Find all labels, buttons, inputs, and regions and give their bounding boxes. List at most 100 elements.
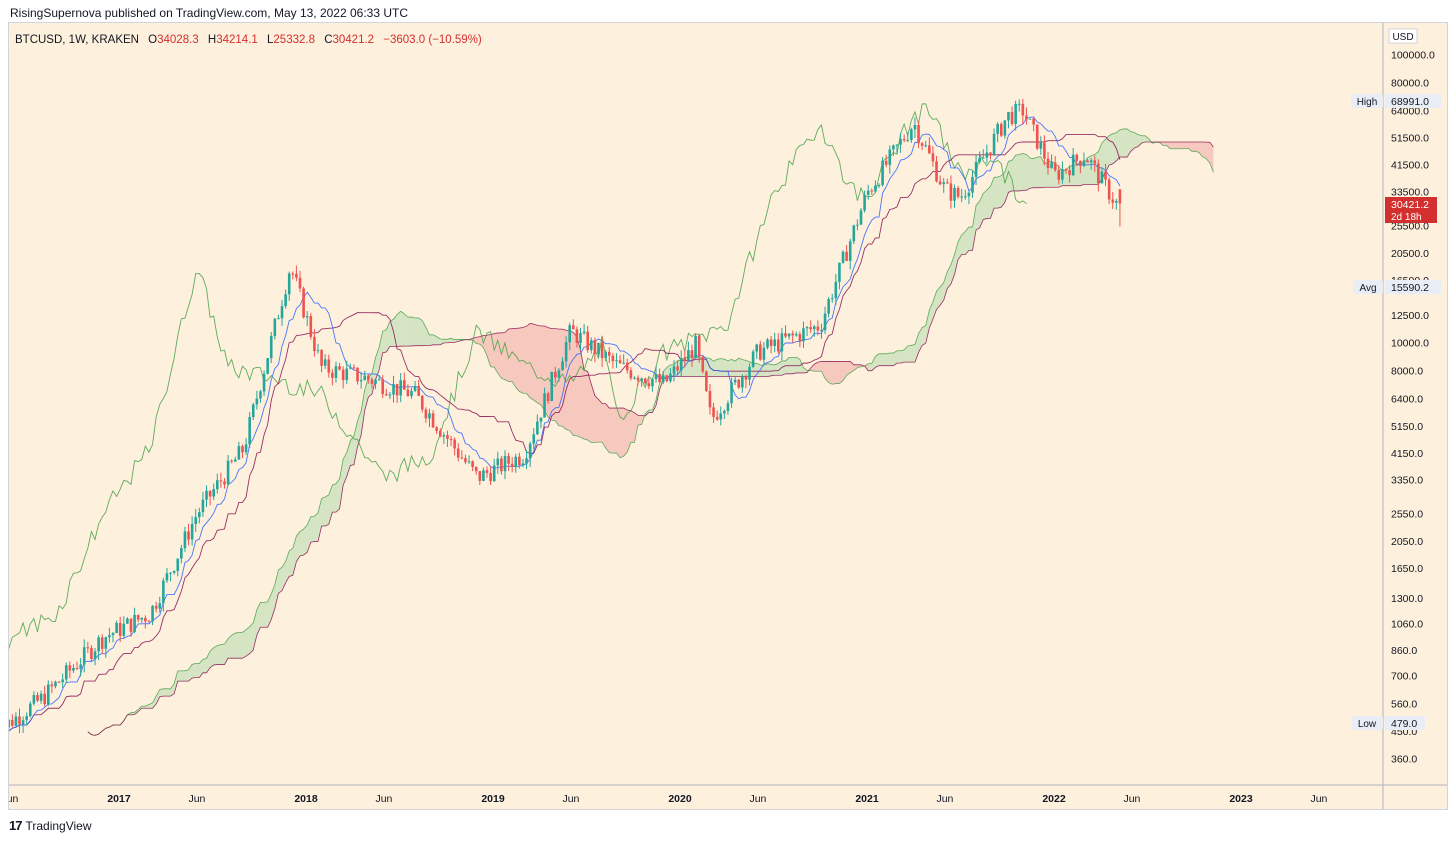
cloud-segment	[954, 241, 959, 275]
cloud-segment	[961, 231, 966, 255]
candle-body	[327, 359, 331, 373]
cloud-segment	[817, 361, 822, 372]
candle-body	[521, 463, 525, 466]
candle-body	[902, 139, 906, 141]
price-axis[interactable]: 100000.0 80000.0 64000.0 51500.0 41500.0 3350…	[1391, 50, 1435, 766]
cloud-segment	[645, 410, 649, 416]
cloud-segment	[893, 350, 897, 366]
cloud-segment	[303, 525, 308, 555]
price-tick-label: 860.0	[1391, 645, 1417, 657]
cloud-segment	[1202, 142, 1207, 159]
cloud-segment	[199, 659, 203, 678]
candle-body	[255, 398, 259, 405]
candle-body	[356, 367, 359, 382]
cloud-segment	[896, 350, 901, 364]
candle-body	[741, 376, 744, 388]
cloud-segment	[238, 632, 243, 659]
price-tick-label: 10000.0	[1391, 338, 1429, 350]
candle-body	[917, 125, 920, 144]
price-tick-label: 8000.0	[1391, 366, 1423, 378]
cloud-segment	[918, 327, 923, 353]
candle-body	[769, 339, 773, 346]
candle-body	[856, 224, 859, 226]
candle-body	[665, 375, 669, 382]
cloud-segment	[774, 363, 779, 376]
price-tick-label: 80000.0	[1391, 77, 1429, 89]
cloud-segment	[213, 645, 218, 665]
cloud-segment	[152, 696, 157, 709]
cloud-segment	[264, 601, 268, 628]
candle-body	[863, 194, 866, 211]
cloud-segment	[166, 688, 171, 697]
cloud-segment	[878, 353, 883, 366]
cloud-segment	[875, 353, 879, 368]
candle-body	[1028, 118, 1032, 120]
cloud-segment	[242, 629, 247, 659]
candle-body	[866, 190, 870, 195]
avg-marker: Avg 15590.2	[1353, 280, 1441, 294]
cloud-segment	[846, 361, 851, 376]
cloud-segment	[602, 403, 606, 449]
cloud-segment	[235, 632, 239, 659]
candle-body	[809, 327, 812, 330]
candle-body	[190, 523, 194, 540]
cloud-segment	[767, 363, 772, 377]
candle-body	[845, 251, 848, 261]
candle-body	[953, 187, 956, 201]
candle-body	[111, 633, 115, 636]
candle-body	[241, 446, 244, 453]
candle-body	[377, 379, 381, 381]
candle-body	[187, 531, 190, 540]
cloud-segment	[386, 321, 390, 352]
cloud-segment	[1134, 132, 1138, 149]
cloud-segment	[501, 332, 505, 380]
cloud-segment	[904, 346, 908, 363]
candle-body	[669, 373, 672, 382]
candle-body	[280, 306, 284, 319]
cloud-segment	[990, 177, 995, 219]
cloud-segment	[832, 361, 836, 385]
candle-body	[100, 637, 104, 649]
candle-body	[266, 358, 269, 374]
candle-body	[838, 262, 841, 282]
ichimoku-lines	[0, 103, 1214, 736]
time-axis[interactable]: Jun 2017 Jun 2018 Jun 2019 Jun 2020 Jun 2021 Jun 20…	[1, 793, 1328, 805]
cloud-segment	[1170, 142, 1174, 149]
currency-badge-box	[1388, 28, 1418, 44]
candle-body	[446, 435, 449, 439]
cloud-segment	[940, 282, 944, 306]
avg-value: 15590.2	[1391, 282, 1429, 294]
candle-body	[532, 434, 536, 444]
candle-body	[841, 251, 845, 263]
cloud-segment	[1037, 156, 1041, 188]
cloud-segment	[361, 389, 365, 435]
candle-body	[248, 417, 251, 445]
cloud-segment	[638, 415, 642, 426]
candle-body	[546, 393, 550, 401]
cloud-segment	[958, 234, 962, 260]
candle-body	[496, 458, 500, 466]
legend-symbol: BTCUSD, 1W, KRAKEN	[15, 34, 139, 46]
cloud-segment	[1001, 171, 1005, 208]
cloud-segment	[620, 408, 624, 458]
cloud-segment	[300, 529, 304, 556]
candle-body	[1025, 115, 1028, 120]
cloud-segment	[256, 602, 261, 636]
price-tick-label: 1060.0	[1391, 619, 1423, 631]
cloud-segment	[731, 359, 736, 377]
cloud-segment	[411, 316, 416, 346]
candle-body	[374, 379, 377, 384]
cloud-segment	[422, 320, 426, 346]
candle-body	[557, 370, 561, 378]
candle-body	[820, 330, 823, 332]
cloud-segment	[228, 635, 232, 659]
candle-body	[737, 379, 741, 388]
candle-body	[36, 695, 39, 701]
candle-body	[201, 499, 205, 513]
chart-svg[interactable]: 100000.0 80000.0 64000.0 51500.0 41500.0 3350…	[0, 23, 1447, 809]
candle-body	[989, 152, 992, 155]
cloud-segment	[350, 435, 354, 466]
cloud-segment	[580, 350, 585, 439]
candle-body	[798, 334, 802, 342]
chart-frame[interactable]: 100000.0 80000.0 64000.0 51500.0 41500.0 3350…	[0, 22, 1448, 810]
